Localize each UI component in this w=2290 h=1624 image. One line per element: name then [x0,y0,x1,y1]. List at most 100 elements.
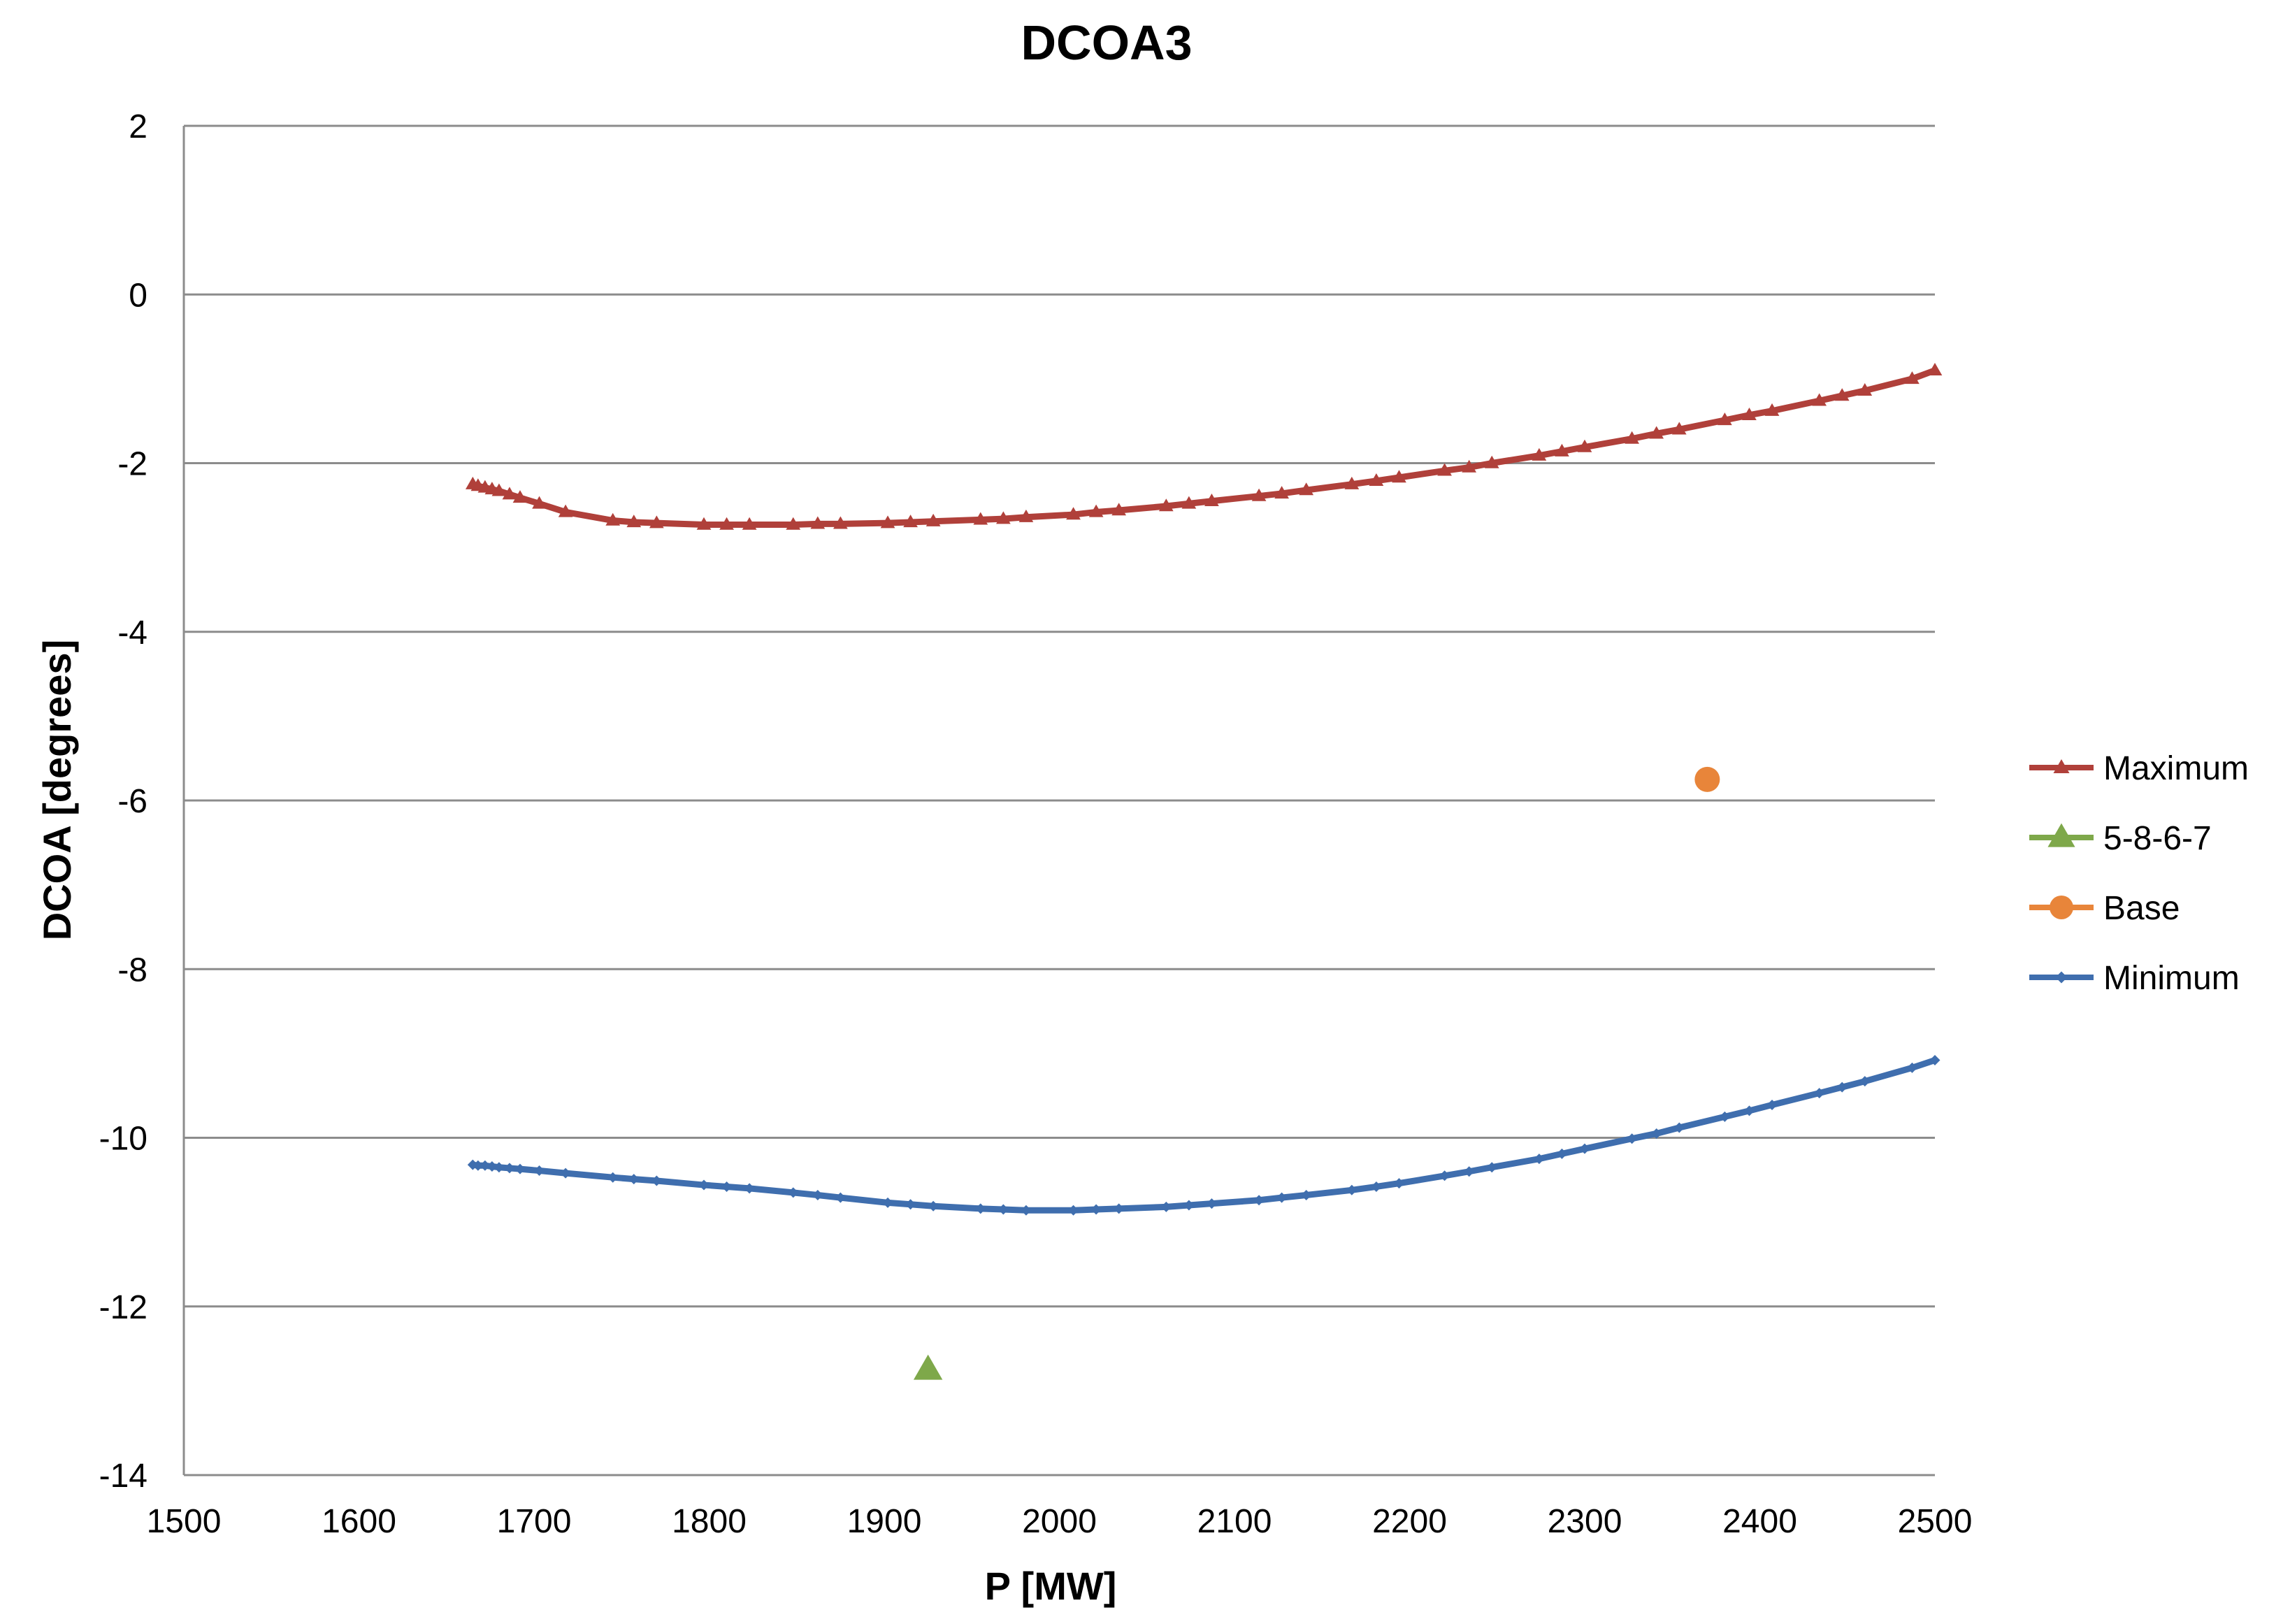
y-tick-labels: 2 0 -2 -4 -6 -8 -10 -12 -14 [99,108,147,1495]
data-point-minimum [1464,1166,1475,1177]
data-point-minimum [514,1163,526,1174]
data-point-minimum [1556,1148,1567,1159]
series-5-8-6-7 [913,1354,943,1380]
y-tick-label: -6 [117,783,147,820]
data-point-maximum [532,496,547,509]
data-point-minimum [1766,1099,1778,1110]
data-point-minimum [1814,1088,1825,1099]
data-point-minimum [1371,1181,1382,1192]
data-point-minimum [1906,1062,1917,1073]
y-tick-label: -2 [117,446,147,483]
data-point-maximum [512,490,528,503]
data-point-maximum [880,515,895,529]
x-tick-label: 2100 [1197,1503,1272,1540]
data-point-minimum [905,1199,916,1210]
x-tick-label: 2500 [1898,1503,1973,1540]
data-point-maximum [502,487,517,500]
data-point-maximum [1251,488,1267,501]
legend: Maximum 5-8-6-7 Base Minimum [2029,750,2249,997]
data-point-minimum [788,1187,799,1198]
data-point-minimum [721,1181,733,1192]
data-point-minimum [1439,1170,1450,1181]
data-point-maximum [1812,393,1827,406]
gridlines [184,124,1935,1308]
data-point-maximum [1577,439,1592,452]
legend-label: Base [2103,890,2180,927]
data-point-maximum [491,483,507,496]
y-axis-title: DCOA [degrees] [35,640,79,940]
data-point-minimum [1021,1205,1032,1216]
y-tick-label: -10 [99,1121,147,1158]
data-point-maximum [605,512,621,526]
series-maximum [465,363,1943,530]
legend-swatch-marker [2047,823,2075,847]
data-point-base [1694,766,1720,792]
data-point-maximum [1834,388,1850,401]
data-point-minimum [1579,1143,1590,1154]
legend-swatch-marker [2055,971,2068,984]
axes [182,126,1935,1476]
data-point-maximum [1718,412,1732,426]
data-point-maximum [786,517,801,530]
data-point-maximum [1181,496,1197,509]
data-point-minimum [504,1163,515,1174]
data-point-maximum [1555,443,1569,457]
legend-swatch-marker [2053,759,2070,773]
y-tick-label: -12 [99,1289,147,1326]
data-point-minimum [1068,1205,1079,1216]
series-minimum [467,1055,1940,1216]
legend-item-minimum: Minimum [2029,960,2240,997]
data-point-maximum [742,517,757,530]
x-tick-labels: 1500 1600 1700 1800 1900 2000 2100 2200 2300 2400… [147,1503,1973,1540]
data-point-minimum [1090,1204,1102,1215]
data-point-minimum [744,1183,755,1194]
y-tick-label: -8 [117,951,147,989]
data-point-maximum [1392,470,1406,483]
x-tick-label: 1800 [672,1503,747,1540]
data-point-maximum [649,515,664,529]
legend-label: 5-8-6-7 [2103,820,2212,857]
data-point-minimum [494,1162,505,1173]
data-point-minimum [975,1203,986,1214]
data-point-maximum [1857,382,1873,396]
y-tick-label: 2 [129,108,147,145]
data-point-maximum [810,516,826,529]
data-point-maximum [1437,463,1452,476]
data-point-minimum [487,1161,498,1172]
data-point-minimum [835,1192,846,1203]
data-point-minimum [1719,1111,1730,1122]
data-point-minimum [812,1190,823,1201]
data-point-minimum [473,1160,484,1171]
data-point-maximum [1158,498,1174,512]
data-point-maximum [1344,476,1360,489]
data-point-maximum [926,513,941,526]
legend-label: Maximum [2103,750,2249,787]
data-point-minimum [651,1175,662,1186]
data-point-minimum [1114,1203,1125,1214]
data-point-maximum [1274,486,1289,499]
series [465,363,1943,1380]
data-point-minimum [628,1174,640,1185]
data-point-maximum [1742,407,1757,420]
data-point-maximum [626,515,642,528]
data-point-minimum [998,1204,1009,1215]
data-point-minimum [1743,1105,1755,1116]
data-point-minimum [1183,1200,1195,1211]
data-point-maximum [1299,482,1314,496]
data-point-maximum [719,517,734,530]
data-point-maximum [1369,473,1384,487]
data-point-minimum [1301,1190,1312,1201]
data-point-maximum [1484,455,1499,468]
x-tick-label: 1900 [847,1503,922,1540]
data-point-minimum [1859,1076,1871,1087]
data-point-minimum [698,1179,710,1191]
data-point-minimum [1160,1201,1172,1212]
legend-item-base: Base [2029,890,2180,927]
data-point-minimum [1929,1055,1940,1066]
data-point-minimum [1673,1122,1685,1133]
series-base [1694,766,1720,792]
data-point-maximum [1905,371,1920,385]
data-point-minimum [560,1167,571,1179]
data-point-5-8-6-7 [913,1354,943,1380]
